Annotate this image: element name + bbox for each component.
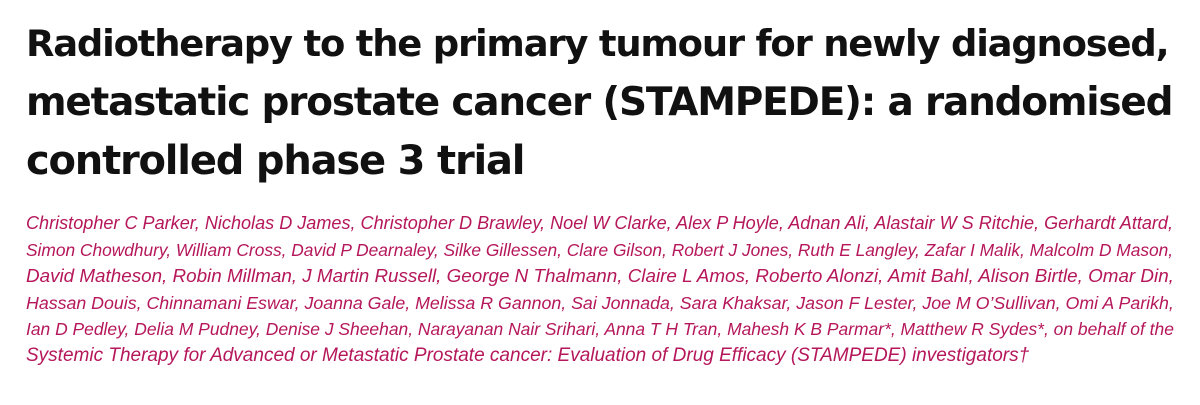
author-line-1: Christopher C Parker, Nicholas D James, … [26,213,1174,233]
title-line-1: Radiotherapy to the primary tumour for n… [26,22,1170,65]
author-line-2: Simon Chowdhury, William Cross, David P … [26,239,1174,260]
author-list: Christopher C Parker, Nicholas D James, … [26,210,1180,370]
author-line-6: Systemic Therapy for Advanced or Metasta… [26,344,1030,366]
title-line-3: controlled phase 3 trial [26,138,525,184]
article-title: Radiotherapy to the primary tumour for n… [26,14,1180,191]
author-line-5: Ian D Pedley, Delia M Pudney, Denise J S… [26,319,1174,340]
author-line-3: David Matheson, Robin Millman, J Martin … [26,265,1174,287]
author-line-4: Hassan Douis, Chinnamani Eswar, Joanna G… [26,292,1174,313]
title-line-2: metastatic prostate cancer (STAMPEDE): a… [26,80,1174,125]
